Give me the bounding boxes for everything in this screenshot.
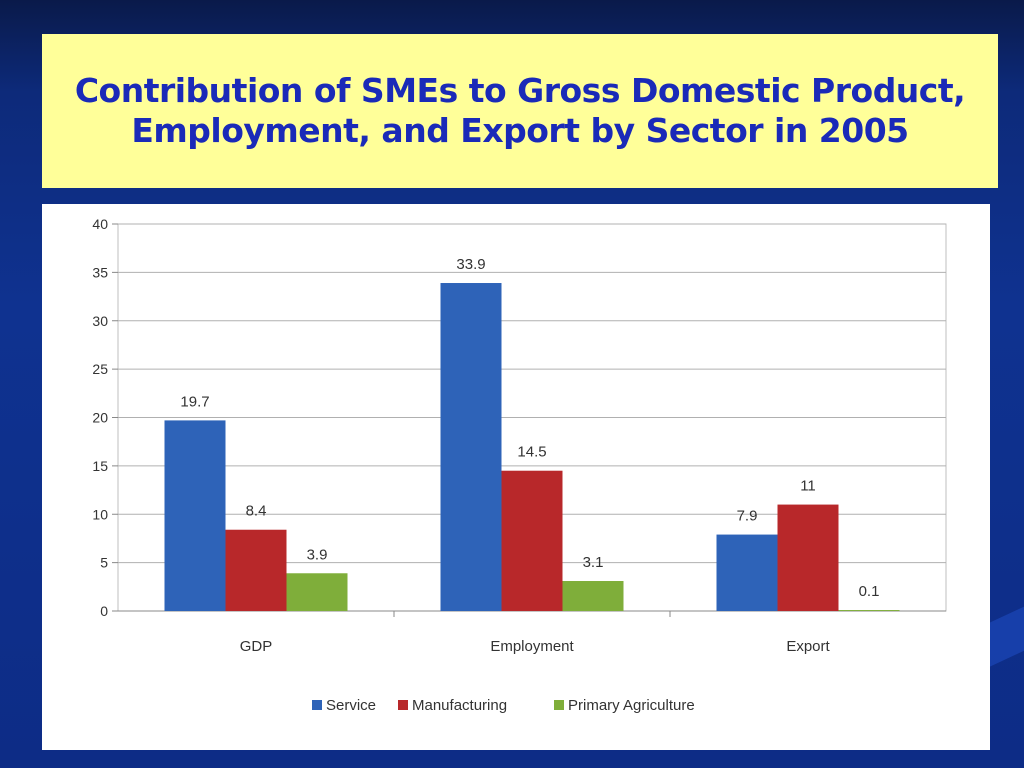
legend-swatch bbox=[554, 700, 564, 710]
data-label: 7.9 bbox=[737, 508, 758, 525]
legend-label: Service bbox=[326, 697, 376, 714]
bar-manufacturing bbox=[777, 504, 839, 611]
data-label: 14.5 bbox=[517, 444, 546, 461]
bar-manufacturing bbox=[501, 470, 563, 611]
y-tick-label: 25 bbox=[92, 361, 108, 377]
title-line-1: Contribution of SMEs to Gross Domestic P… bbox=[74, 71, 966, 110]
title-box: Contribution of SMEs to Gross Domestic P… bbox=[42, 34, 998, 188]
data-label: 3.1 bbox=[583, 554, 604, 571]
y-tick-label: 15 bbox=[92, 458, 108, 474]
y-tick-label: 20 bbox=[92, 410, 108, 426]
bar-service bbox=[164, 420, 226, 611]
bar-primary-agriculture bbox=[286, 573, 348, 611]
legend-label: Manufacturing bbox=[412, 697, 507, 714]
x-axis-categories: GDP Employment Export bbox=[240, 638, 831, 655]
x-category-label: GDP bbox=[240, 638, 273, 655]
data-label: 3.9 bbox=[307, 546, 328, 563]
y-tick-label: 30 bbox=[92, 313, 108, 329]
legend-swatch bbox=[398, 700, 408, 710]
x-category-label: Export bbox=[786, 638, 830, 655]
data-label: 0.1 bbox=[859, 583, 880, 600]
bar-service bbox=[440, 283, 502, 611]
slide-title: Contribution of SMEs to Gross Domestic P… bbox=[74, 71, 966, 151]
data-label: 11 bbox=[800, 478, 816, 495]
y-tick-label: 35 bbox=[92, 264, 108, 280]
bar-primary-agriculture bbox=[838, 610, 900, 611]
legend: Service Manufacturing Primary Agriculture bbox=[312, 697, 695, 714]
y-tick-label: 40 bbox=[92, 216, 108, 232]
y-tick-label: 10 bbox=[92, 506, 108, 522]
data-label: 8.4 bbox=[246, 503, 267, 520]
chart-panel: 0 5 10 15 20 25 30 35 40 19.7 8.4 3.9 33.9 14.5 3.1 7.… bbox=[42, 204, 990, 750]
x-category-label: Employment bbox=[490, 638, 574, 655]
bar-primary-agriculture bbox=[562, 581, 624, 611]
bar-service bbox=[716, 534, 778, 611]
data-label: 19.7 bbox=[180, 393, 209, 410]
y-axis-ticks: 0 5 10 15 20 25 30 35 40 bbox=[92, 216, 108, 619]
data-label: 33.9 bbox=[456, 256, 485, 273]
y-tick-label: 5 bbox=[100, 555, 108, 571]
legend-label: Primary Agriculture bbox=[568, 697, 695, 714]
title-line-2: Employment, and Export by Sector in 2005 bbox=[131, 111, 909, 150]
y-tick-label: 0 bbox=[100, 603, 108, 619]
bars bbox=[164, 283, 900, 611]
bar-manufacturing bbox=[225, 529, 287, 611]
value-labels: 19.7 8.4 3.9 33.9 14.5 3.1 7.9 11 0.1 bbox=[180, 256, 879, 600]
bar-chart: 0 5 10 15 20 25 30 35 40 19.7 8.4 3.9 33.9 14.5 3.1 7.… bbox=[92, 216, 947, 714]
legend-swatch bbox=[312, 700, 322, 710]
